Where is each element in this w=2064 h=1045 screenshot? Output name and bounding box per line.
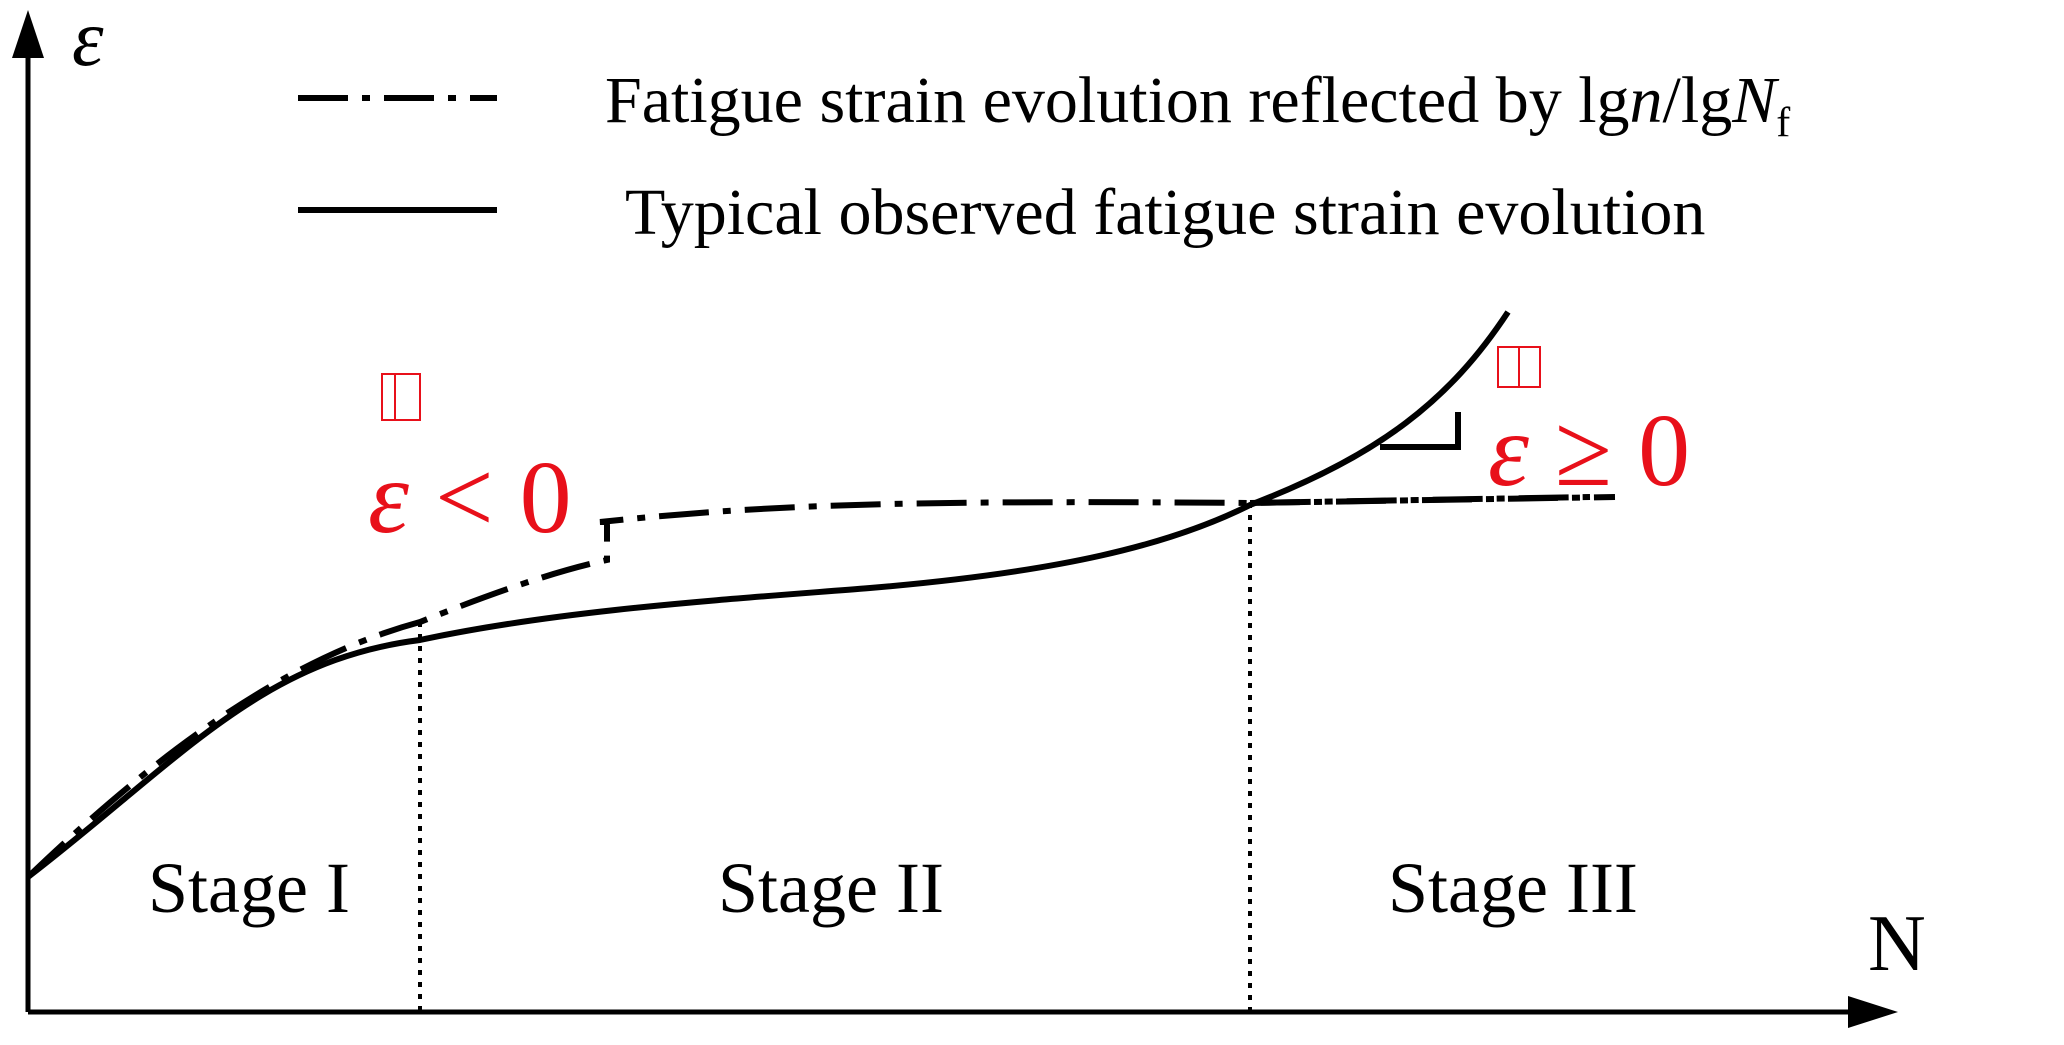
dashdot-strain-tail <box>1249 494 1616 506</box>
x-axis-symbol: N <box>1868 900 1926 988</box>
dashdot-strain-jump <box>1380 412 1461 450</box>
stage-3-label: Stage III <box>1388 848 1638 928</box>
observed-strain-curve <box>26 310 1511 880</box>
stage-1-label: Stage I <box>148 848 350 928</box>
dashdot-strain-curve <box>25 494 1591 880</box>
y-axis-arrow <box>12 10 44 58</box>
stage-2-label: Stage II <box>718 848 944 928</box>
x-axis-arrow <box>1848 996 1898 1028</box>
left-annotation-marker <box>381 373 421 421</box>
left-annotation: ε < 0 <box>368 440 572 555</box>
legend-dashdot-label: Fatigue strain evolution reflected by lg… <box>605 64 1790 146</box>
y-axis-symbol: ε <box>72 0 104 83</box>
legend-solid-label: Typical observed fatigue strain evolutio… <box>625 176 1705 249</box>
right-annotation: ε ≥ 0 <box>1488 393 1690 508</box>
